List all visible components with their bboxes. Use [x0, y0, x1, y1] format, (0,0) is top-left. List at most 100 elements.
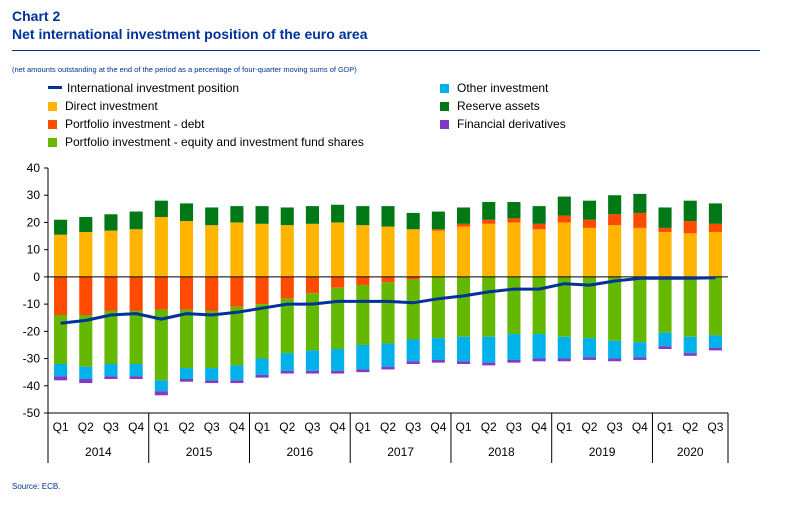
x-tick-label-quarter: Q3 — [707, 420, 723, 434]
y-tick-label: -30 — [23, 352, 41, 366]
x-tick-label-quarter: Q2 — [682, 420, 698, 434]
legend-label-portfolio-debt: Portfolio investment - debt — [65, 117, 205, 131]
bar-segment-other-investment — [230, 365, 244, 381]
bar-segment-portfolio-investment-equity-and-investment-fund-shares — [205, 310, 219, 369]
bar-segment-financial-derivatives — [708, 347, 722, 351]
bar-segment-portfolio-investment-debt — [507, 218, 521, 223]
x-tick-label-quarter: Q4 — [531, 420, 547, 434]
bar-segment-portfolio-investment-equity-and-investment-fund-shares — [129, 310, 143, 364]
legend-swatch-portfolio-equity — [48, 138, 57, 147]
bar-segment-portfolio-investment-equity-and-investment-fund-shares — [179, 309, 194, 369]
bar-segment-other-investment — [381, 343, 395, 367]
bar-segment-financial-derivatives — [255, 374, 269, 378]
x-tick-label-quarter: Q3 — [103, 420, 119, 434]
y-tick-label: -40 — [23, 379, 41, 393]
x-tick-label-quarter: Q4 — [632, 420, 648, 434]
x-tick-label-year: 2017 — [387, 445, 414, 459]
legend-label-financial-derivatives: Financial derivatives — [457, 117, 566, 131]
bar-segment-portfolio-investment-debt — [356, 276, 370, 286]
bar-segment-financial-derivatives — [406, 361, 420, 364]
x-tick-label-quarter: Q1 — [153, 420, 169, 434]
x-tick-label-quarter: Q4 — [330, 420, 346, 434]
bar-segment-financial-derivatives — [658, 346, 672, 350]
bar-segment-financial-derivatives — [457, 361, 471, 364]
bar-segment-portfolio-investment-debt — [582, 219, 597, 228]
x-tick-label-quarter: Q2 — [78, 420, 94, 434]
bar-segment-other-investment — [104, 364, 118, 377]
legend-line-iip — [48, 86, 62, 89]
legend-item-reserve-assets: Reserve assets — [440, 99, 540, 113]
bar-segment-portfolio-investment-equity-and-investment-fund-shares — [331, 287, 345, 350]
legend-swatch-financial-derivatives — [440, 120, 449, 129]
bar-segment-financial-derivatives — [179, 378, 194, 382]
bar-segment-financial-derivatives — [205, 380, 219, 384]
x-tick-label-quarter: Q4 — [430, 420, 446, 434]
bar-segment-financial-derivatives — [431, 359, 445, 363]
bar-segment-other-investment — [582, 338, 597, 358]
legend-swatch-portfolio-debt — [48, 120, 57, 129]
bar-segment-other-investment — [54, 364, 68, 377]
bar-segment-reserve-assets — [79, 217, 93, 232]
x-tick-label-year: 2018 — [488, 445, 515, 459]
bar-segment-reserve-assets — [457, 207, 471, 224]
legend-swatch-other-investment — [440, 84, 449, 93]
legend-label-reserve-assets: Reserve assets — [457, 99, 540, 113]
bar-segment-direct-investment — [431, 230, 445, 277]
x-tick-label-quarter: Q2 — [581, 420, 597, 434]
bar-segment-financial-derivatives — [507, 359, 521, 363]
x-tick-label-quarter: Q1 — [456, 420, 472, 434]
bar-segment-portfolio-investment-debt — [54, 276, 68, 315]
bar-segment-portfolio-investment-debt — [482, 219, 496, 224]
bar-segment-other-investment — [457, 336, 471, 362]
bar-segment-reserve-assets — [633, 193, 647, 213]
x-tick-label-year: 2019 — [589, 445, 616, 459]
y-tick-label: -20 — [23, 324, 41, 338]
bar-segment-direct-investment — [683, 233, 697, 277]
bar-segment-portfolio-investment-debt — [658, 227, 672, 232]
bar-segment-portfolio-investment-debt — [305, 276, 319, 294]
bar-segment-direct-investment — [331, 222, 345, 277]
bar-segment-portfolio-investment-debt — [331, 276, 345, 288]
x-tick-label-quarter: Q3 — [506, 420, 522, 434]
bar-segment-reserve-assets — [557, 196, 571, 216]
bar-segment-portfolio-investment-equity-and-investment-fund-shares — [608, 276, 622, 341]
bar-segment-reserve-assets — [507, 202, 521, 219]
bar-segment-portfolio-investment-equity-and-investment-fund-shares — [582, 276, 597, 339]
bar-segment-reserve-assets — [708, 203, 722, 224]
bar-segment-financial-derivatives — [557, 358, 571, 362]
bar-segment-other-investment — [633, 342, 647, 358]
legend-item-direct-investment: Direct investment — [48, 99, 158, 113]
bar-segment-portfolio-investment-debt — [633, 212, 647, 228]
bar-segment-portfolio-investment-debt — [406, 276, 420, 280]
x-tick-label-quarter: Q1 — [556, 420, 572, 434]
x-tick-label-quarter: Q1 — [355, 420, 371, 434]
bar-segment-other-investment — [507, 334, 521, 360]
bar-segment-portfolio-investment-debt — [683, 221, 697, 234]
bar-segment-direct-investment — [381, 226, 395, 277]
legend-label-direct-investment: Direct investment — [65, 99, 158, 113]
chart-subtitle: (net amounts outstanding at the end of t… — [12, 65, 357, 74]
bar-segment-reserve-assets — [255, 206, 269, 224]
legend-label-portfolio-equity: Portfolio investment - equity and invest… — [65, 135, 364, 149]
bar-segment-financial-derivatives — [154, 391, 168, 396]
legend-item-portfolio-equity: Portfolio investment - equity and invest… — [48, 135, 364, 149]
bar-segment-other-investment — [129, 364, 143, 377]
bar-segment-financial-derivatives — [582, 357, 597, 360]
x-tick-label-quarter: Q3 — [405, 420, 421, 434]
bar-segment-financial-derivatives — [129, 376, 143, 379]
bar-segment-portfolio-investment-debt — [557, 215, 571, 223]
bar-segment-financial-derivatives — [331, 370, 345, 374]
bar-segment-portfolio-investment-equity-and-investment-fund-shares — [230, 306, 244, 366]
bar-segment-portfolio-investment-equity-and-investment-fund-shares — [305, 293, 319, 351]
bar-segment-other-investment — [79, 366, 93, 379]
x-tick-label-year: 2016 — [287, 445, 314, 459]
bar-segment-portfolio-investment-debt — [381, 276, 395, 283]
bar-segment-reserve-assets — [54, 219, 68, 235]
bar-segment-other-investment — [305, 350, 319, 371]
bar-segment-other-investment — [683, 336, 697, 354]
chart-number: Chart 2 — [12, 8, 61, 24]
bar-segment-portfolio-investment-equity-and-investment-fund-shares — [104, 310, 118, 364]
bar-segment-reserve-assets — [532, 206, 546, 224]
bar-segment-financial-derivatives — [482, 362, 496, 366]
